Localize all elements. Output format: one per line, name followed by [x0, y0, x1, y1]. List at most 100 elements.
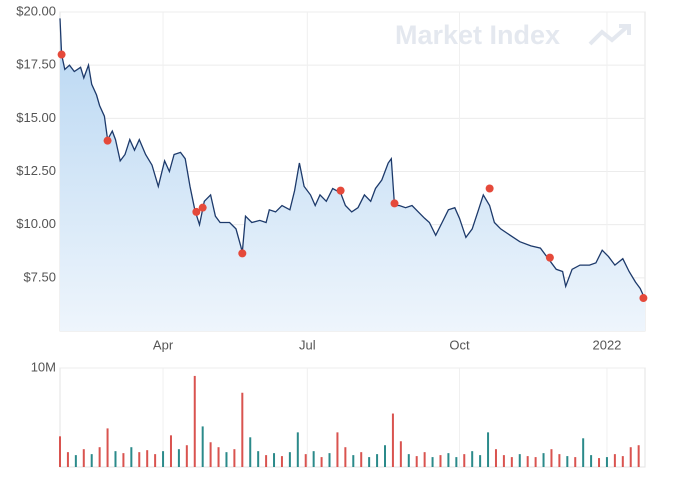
volume-bar	[502, 455, 505, 467]
volume-bar	[66, 452, 69, 467]
volume-bar	[225, 452, 228, 467]
volume-bar	[637, 445, 640, 467]
volume-bar	[455, 457, 458, 467]
event-marker	[238, 249, 247, 258]
volume-bar	[59, 436, 61, 467]
volume-bar	[590, 455, 593, 467]
y-tick-label: $20.00	[16, 3, 56, 18]
event-marker	[545, 253, 554, 262]
volume-bar	[518, 454, 521, 467]
volume-bar	[169, 435, 172, 467]
volume-bar	[185, 445, 188, 467]
y-tick-label: $17.50	[16, 57, 56, 72]
volume-bar	[90, 454, 93, 467]
volume-bar	[558, 454, 561, 467]
volume-bar	[162, 451, 165, 467]
volume-bar	[487, 432, 490, 467]
volume-bar	[391, 413, 394, 467]
volume-bar	[106, 428, 109, 467]
price-line	[59, 18, 646, 300]
volume-bar	[130, 447, 133, 467]
volume-bar	[479, 455, 482, 467]
volume-bar	[122, 453, 125, 467]
volume-bar	[360, 452, 363, 467]
volume-bar	[114, 451, 117, 467]
volume-bar	[510, 457, 513, 467]
volume-bar	[471, 451, 474, 467]
x-tick-label: 2022	[592, 337, 621, 352]
volume-bar	[376, 454, 379, 467]
watermark: Market Index	[395, 20, 631, 50]
event-marker	[192, 207, 201, 216]
volume-bar	[368, 457, 371, 467]
volume-bar	[273, 453, 276, 467]
event-marker	[485, 184, 494, 193]
volume-bar	[550, 449, 553, 467]
volume-bar	[209, 442, 212, 467]
volume-bar	[257, 451, 260, 467]
volume-bar	[574, 457, 577, 467]
volume-bar	[463, 454, 466, 467]
volume-bar	[566, 456, 569, 467]
y-tick-label: 10M	[31, 359, 56, 374]
volume-bar	[98, 447, 101, 467]
volume-bar	[201, 426, 204, 467]
volume-bar	[154, 454, 157, 467]
event-marker	[103, 136, 112, 145]
volume-bar	[249, 437, 252, 467]
volume-bar	[320, 457, 323, 467]
volume-bar	[439, 455, 442, 467]
volume-bar	[598, 458, 601, 467]
watermark-icon	[619, 24, 631, 35]
event-marker	[639, 294, 648, 303]
volume-bar	[233, 449, 236, 467]
volume-bar	[526, 456, 529, 467]
volume-bar	[542, 453, 545, 467]
volume-bar	[146, 450, 149, 467]
volume-bar	[621, 456, 624, 467]
volume-bar	[494, 449, 497, 467]
volume-bar	[193, 375, 196, 467]
volume-bar	[423, 452, 426, 467]
event-marker	[57, 50, 66, 59]
y-tick-label: $7.50	[23, 269, 56, 284]
watermark-icon	[588, 24, 630, 46]
volume-bar	[605, 457, 608, 467]
watermark-text: Market Index	[395, 20, 560, 50]
y-tick-label: $10.00	[16, 216, 56, 231]
volume-bar	[138, 452, 141, 467]
volume-bar	[288, 452, 291, 467]
volume-bar	[629, 447, 632, 467]
volume-bar	[74, 455, 77, 467]
x-tick-label: Apr	[153, 337, 174, 352]
event-marker	[336, 186, 345, 195]
event-marker	[198, 203, 207, 212]
volume-bar	[344, 447, 347, 467]
volume-bar	[407, 454, 410, 467]
volume-bar	[352, 455, 355, 467]
volume-bar	[399, 441, 402, 467]
volume-bar	[265, 455, 268, 467]
volume-bar	[582, 438, 585, 467]
volume-bar	[304, 454, 307, 467]
volume-bar	[613, 454, 616, 467]
volume-bar	[241, 392, 244, 467]
volume-bar	[384, 445, 386, 467]
price-area	[60, 18, 645, 332]
volume-bar	[296, 432, 299, 467]
volume-bar	[82, 449, 85, 467]
volume-bar	[312, 451, 315, 467]
x-tick-label: Jul	[299, 337, 316, 352]
volume-bar	[336, 432, 339, 467]
y-tick-label: $15.00	[16, 110, 56, 125]
x-tick-label: Oct	[449, 337, 470, 352]
volume-bar	[447, 453, 450, 467]
volume-bar	[534, 457, 537, 467]
y-tick-label: $12.50	[16, 163, 56, 178]
volume-bar	[177, 449, 180, 467]
volume-bar	[280, 456, 283, 467]
event-marker	[390, 199, 399, 208]
volume-bar	[431, 457, 434, 467]
volume-bar	[217, 447, 220, 467]
